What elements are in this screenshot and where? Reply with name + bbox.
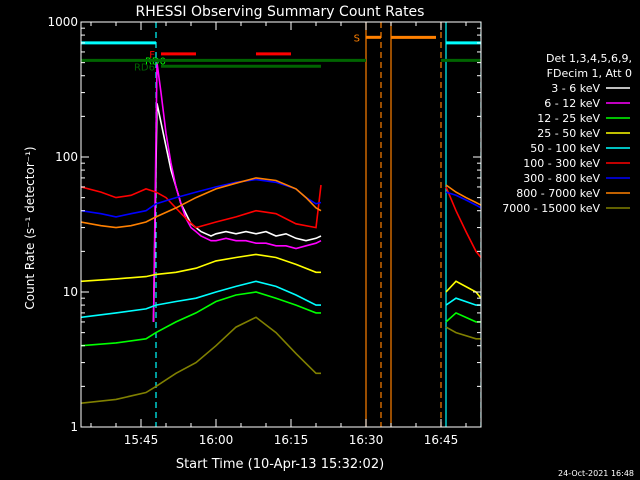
x-tick-label-0: 15:45	[124, 433, 159, 447]
y-tick-label-0: 1	[70, 420, 78, 434]
legend-label-8: 7000 - 15000 keV	[502, 202, 600, 215]
legend-header-line-2: FDecim 1, Att 0	[547, 67, 632, 80]
flag-label-1: S	[354, 33, 360, 44]
chart-title: RHESSI Observing Summary Count Rates	[136, 4, 425, 20]
x-tick-label-1: 16:00	[199, 433, 234, 447]
series-line-0-segment-0	[152, 103, 322, 322]
series-line-2-segment-1	[445, 311, 481, 323]
plot-frame	[80, 21, 482, 428]
series-line-7-segment-1	[445, 184, 481, 206]
y-axis-label: Count Rate (s⁻¹ detector⁻¹)	[23, 146, 37, 309]
series-line-8-segment-1	[445, 326, 481, 340]
legend-label-4: 50 - 100 keV	[530, 142, 600, 155]
legend-label-7: 800 - 7000 keV	[516, 187, 600, 200]
footer-date: 24-Oct-2021 16:48	[558, 469, 634, 478]
legend-label-0: 3 - 6 keV	[551, 82, 600, 95]
series-line-1-segment-0	[152, 62, 322, 322]
x-tick-label-3: 16:30	[349, 433, 384, 447]
y-tick-label-2: 100	[55, 150, 78, 164]
y-tick-label-3: 1000	[47, 15, 78, 29]
series-line-7-segment-0	[81, 177, 322, 229]
series-line-3-segment-1	[445, 280, 481, 299]
series-line-3-segment-0	[81, 253, 321, 283]
legend-label-6: 300 - 800 keV	[523, 172, 600, 185]
y-tick-label-1: 10	[63, 285, 78, 299]
legend-header-line-1: Det 1,3,4,5,6,9,	[546, 52, 632, 65]
series-line-4-segment-1	[445, 297, 481, 306]
series-line-8-segment-0	[81, 316, 321, 404]
legend-label-2: 12 - 25 keV	[537, 112, 600, 125]
series-line-5-segment-1	[445, 186, 481, 259]
legend-label-3: 25 - 50 keV	[537, 127, 600, 140]
series-line-6-segment-1	[445, 191, 481, 209]
flag-label-2: F	[149, 50, 155, 61]
x-tick-label-2: 16:15	[274, 433, 309, 447]
x-tick-label-4: 16:45	[424, 433, 459, 447]
legend-label-1: 6 - 12 keV	[544, 97, 600, 110]
series-line-2-segment-0	[81, 291, 321, 347]
legend-label-5: 100 - 300 keV	[523, 157, 600, 170]
x-axis-label: Start Time (10-Apr-13 15:32:02)	[176, 457, 384, 472]
series-line-4-segment-0	[81, 280, 321, 319]
series-line-5-segment-0	[81, 184, 322, 229]
flag-label-6: RD6	[134, 62, 155, 73]
